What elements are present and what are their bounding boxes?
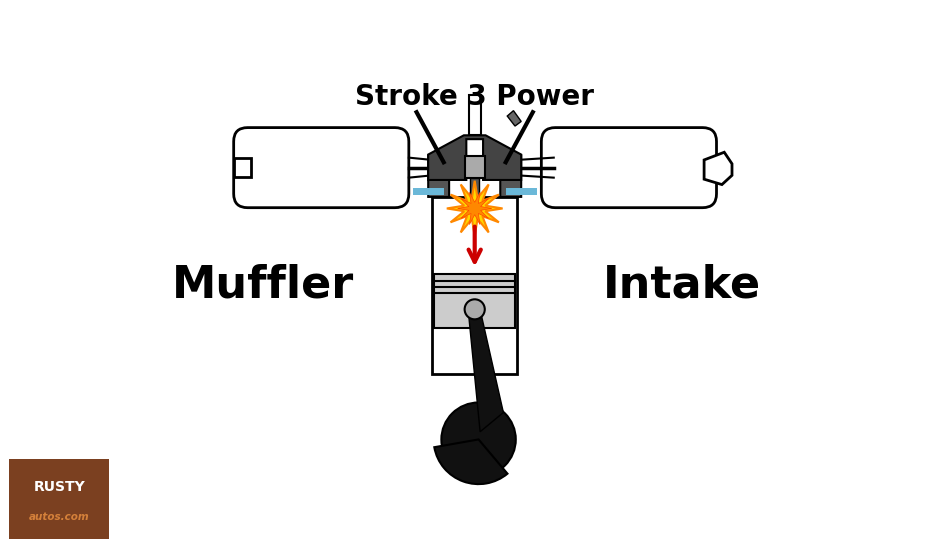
Bar <box>464 156 485 178</box>
Polygon shape <box>447 181 502 236</box>
Text: RUSTY: RUSTY <box>33 480 85 494</box>
Text: Muffler: Muffler <box>172 264 354 307</box>
Polygon shape <box>428 155 449 197</box>
Polygon shape <box>458 192 491 224</box>
Circle shape <box>441 403 515 476</box>
Text: autos.com: autos.com <box>29 512 90 521</box>
Bar <box>468 95 481 135</box>
Polygon shape <box>501 155 521 197</box>
Bar <box>432 197 517 374</box>
Text: Stroke 3 Power: Stroke 3 Power <box>355 83 594 111</box>
Bar <box>470 178 479 197</box>
Bar <box>506 189 537 195</box>
Polygon shape <box>507 111 521 126</box>
Polygon shape <box>705 152 732 185</box>
FancyBboxPatch shape <box>234 128 409 208</box>
Circle shape <box>464 299 485 320</box>
Polygon shape <box>428 135 521 180</box>
Bar <box>234 158 250 177</box>
Text: Intake: Intake <box>603 264 761 307</box>
Wedge shape <box>435 439 507 484</box>
Bar <box>413 189 444 195</box>
FancyBboxPatch shape <box>541 128 717 208</box>
Polygon shape <box>468 313 503 432</box>
Bar <box>435 274 515 328</box>
